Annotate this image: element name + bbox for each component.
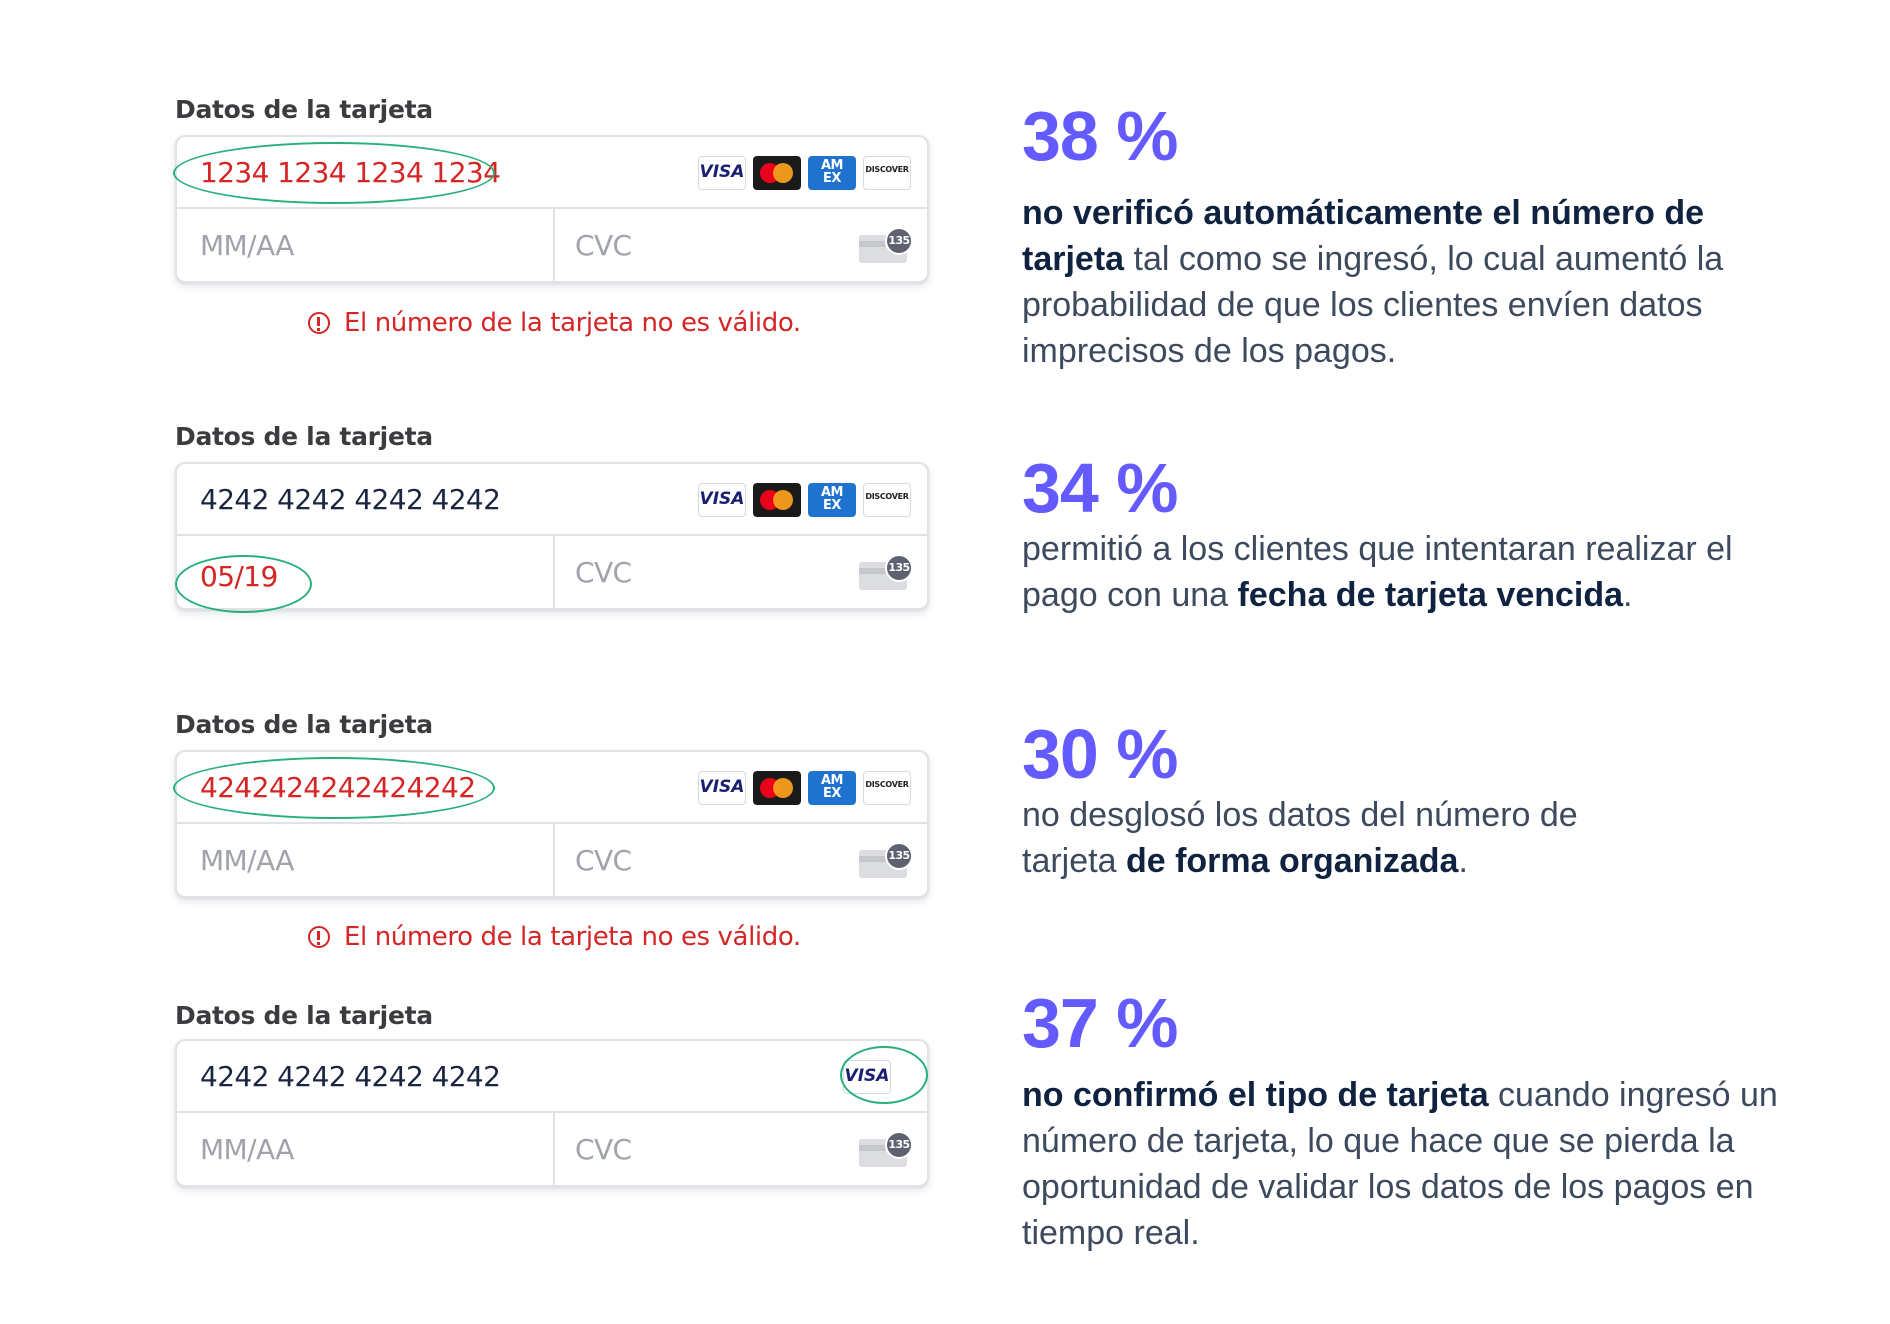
cvc-field[interactable]: CVC [575, 1133, 632, 1166]
stat-description: permitió a los clientes que intentaran r… [1022, 530, 1733, 614]
card-details-label: Datos de la tarjeta [175, 1001, 433, 1030]
card-details-label: Datos de la tarjeta [175, 422, 433, 451]
error-message: El número de la tarjeta no es válido. [308, 922, 801, 952]
card-input-group: 4242 4242 4242 4242 VISA MM/AA CVC 135 [175, 1039, 929, 1187]
card-number-field[interactable] [177, 752, 927, 824]
expiry-field[interactable]: MM/AA [200, 844, 294, 877]
cvc-field[interactable]: CVC [575, 556, 632, 589]
highlight-oval [175, 555, 312, 613]
visa-icon: VISA [698, 771, 746, 805]
highlight-oval [173, 757, 495, 819]
amex-icon: AM EX [808, 771, 856, 805]
mastercard-icon [753, 771, 801, 805]
discover-icon: DISCOVER [863, 483, 911, 517]
stat-description: no confirmó el tipo de tarjeta cuando in… [1022, 1076, 1778, 1252]
stat-percent: 30 % [1022, 715, 1179, 793]
cvc-card-icon: 135 [859, 1131, 913, 1169]
error-icon [308, 312, 330, 334]
stat-percent: 37 % [1022, 984, 1179, 1062]
mastercard-icon [753, 483, 801, 517]
cvc-badge: 135 [885, 842, 913, 870]
stat-description: no verificó automáticamente el número de… [1022, 194, 1724, 370]
highlight-oval [173, 142, 495, 204]
card-number-value[interactable]: 4242 4242 4242 4242 [200, 483, 501, 516]
amex-icon: AM EX [808, 156, 856, 190]
stat-percent: 34 % [1022, 449, 1179, 527]
error-icon [308, 926, 330, 948]
cvc-card-icon: 135 [859, 554, 913, 592]
cvc-card-icon: 135 [859, 227, 913, 265]
amex-icon: AM EX [808, 483, 856, 517]
mastercard-icon [753, 156, 801, 190]
card-details-label: Datos de la tarjeta [175, 95, 433, 124]
card-brand-icons: VISA AM EX DISCOVER [698, 156, 911, 190]
card-number-field[interactable] [177, 1041, 927, 1113]
visa-icon: VISA [698, 483, 746, 517]
expiry-field[interactable]: MM/AA [200, 229, 294, 262]
card-number-field[interactable] [177, 137, 927, 209]
cvc-badge: 135 [885, 554, 913, 582]
stat-description: no desglosó los datos del número de tarj… [1022, 796, 1578, 880]
error-text: El número de la tarjeta no es válido. [344, 308, 801, 338]
cvc-badge: 135 [885, 1131, 913, 1159]
error-message: El número de la tarjeta no es válido. [308, 308, 801, 338]
discover-icon: DISCOVER [863, 156, 911, 190]
highlight-oval [840, 1046, 928, 1104]
cvc-field[interactable]: CVC [575, 229, 632, 262]
cvc-field[interactable]: CVC [575, 844, 632, 877]
visa-icon: VISA [698, 156, 746, 190]
discover-icon: DISCOVER [863, 771, 911, 805]
card-brand-icons: VISA AM EX DISCOVER [698, 483, 911, 517]
cvc-card-icon: 135 [859, 842, 913, 880]
expiry-field[interactable]: MM/AA [200, 1133, 294, 1166]
stat-percent: 38 % [1022, 97, 1179, 175]
cvc-badge: 135 [885, 227, 913, 255]
card-details-label: Datos de la tarjeta [175, 710, 433, 739]
card-number-field[interactable] [177, 464, 927, 536]
error-text: El número de la tarjeta no es válido. [344, 922, 801, 952]
card-brand-icons: VISA AM EX DISCOVER [698, 771, 911, 805]
card-number-value[interactable]: 4242 4242 4242 4242 [200, 1060, 501, 1093]
